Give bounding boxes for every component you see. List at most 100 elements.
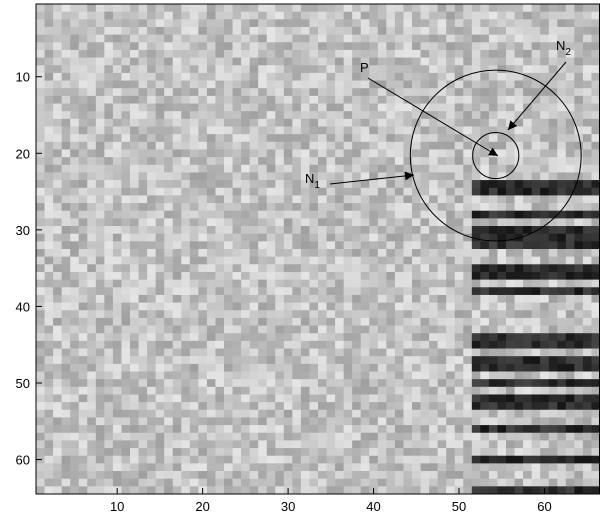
noise-pixel xyxy=(173,96,182,104)
noise-pixel xyxy=(583,172,592,180)
x-tick-label: 10 xyxy=(110,499,124,514)
noise-pixel xyxy=(506,149,515,157)
noise-pixel xyxy=(309,326,318,334)
noise-pixel xyxy=(446,203,455,211)
noise-pixel xyxy=(62,111,71,119)
noise-pixel xyxy=(215,471,224,479)
noise-pixel xyxy=(378,318,387,326)
noise-pixel xyxy=(147,402,156,410)
noise-pixel xyxy=(472,203,481,211)
noise-pixel xyxy=(207,42,216,50)
noise-pixel xyxy=(96,417,105,425)
noise-pixel xyxy=(429,218,438,226)
noise-pixel xyxy=(344,73,353,81)
noise-pixel xyxy=(181,35,190,43)
noise-pixel xyxy=(215,303,224,311)
noise-pixel xyxy=(164,387,173,395)
noise-pixel xyxy=(480,180,489,188)
noise-pixel xyxy=(113,180,122,188)
noise-pixel xyxy=(147,486,156,494)
noise-pixel xyxy=(190,448,199,456)
noise-pixel xyxy=(327,27,336,35)
noise-pixel xyxy=(446,35,455,43)
noise-pixel xyxy=(62,471,71,479)
noise-pixel xyxy=(267,280,276,288)
noise-pixel xyxy=(583,387,592,395)
noise-pixel xyxy=(215,96,224,104)
noise-pixel xyxy=(62,65,71,73)
noise-pixel xyxy=(412,280,421,288)
noise-pixel xyxy=(403,303,412,311)
noise-pixel xyxy=(301,310,310,318)
noise-pixel xyxy=(241,303,250,311)
noise-pixel xyxy=(130,88,139,96)
noise-pixel xyxy=(497,402,506,410)
noise-pixel xyxy=(53,303,62,311)
noise-pixel xyxy=(215,280,224,288)
noise-pixel xyxy=(472,249,481,257)
noise-pixel xyxy=(412,387,421,395)
noise-pixel xyxy=(361,417,370,425)
noise-pixel xyxy=(566,104,575,112)
noise-pixel xyxy=(429,234,438,242)
noise-pixel xyxy=(591,119,600,127)
noise-pixel xyxy=(480,287,489,295)
noise-pixel xyxy=(53,157,62,165)
noise-pixel xyxy=(130,142,139,150)
noise-pixel xyxy=(284,425,293,433)
noise-pixel xyxy=(70,440,79,448)
noise-pixel xyxy=(284,195,293,203)
noise-pixel xyxy=(497,471,506,479)
noise-pixel xyxy=(198,19,207,27)
noise-pixel xyxy=(301,4,310,12)
noise-pixel xyxy=(523,440,532,448)
noise-pixel xyxy=(301,272,310,280)
noise-pixel xyxy=(549,479,558,487)
noise-pixel xyxy=(489,356,498,364)
noise-pixel xyxy=(497,257,506,265)
noise-pixel xyxy=(438,104,447,112)
noise-pixel xyxy=(147,448,156,456)
noise-pixel xyxy=(446,364,455,372)
noise-pixel xyxy=(53,349,62,357)
noise-pixel xyxy=(121,234,130,242)
noise-pixel xyxy=(267,149,276,157)
noise-pixel xyxy=(318,318,327,326)
noise-pixel xyxy=(395,341,404,349)
noise-pixel xyxy=(403,81,412,89)
noise-pixel xyxy=(480,264,489,272)
noise-pixel xyxy=(532,356,541,364)
noise-pixel xyxy=(70,218,79,226)
noise-pixel xyxy=(267,394,276,402)
noise-pixel xyxy=(395,486,404,494)
noise-pixel xyxy=(215,165,224,173)
noise-pixel xyxy=(455,425,464,433)
noise-pixel xyxy=(190,119,199,127)
noise-pixel xyxy=(515,417,524,425)
noise-pixel xyxy=(275,257,284,265)
noise-pixel xyxy=(549,111,558,119)
noise-pixel xyxy=(36,333,45,341)
noise-pixel xyxy=(318,234,327,242)
noise-pixel xyxy=(455,287,464,295)
noise-pixel xyxy=(139,172,148,180)
noise-pixel xyxy=(318,195,327,203)
noise-pixel xyxy=(497,433,506,441)
noise-pixel xyxy=(275,42,284,50)
noise-pixel xyxy=(181,394,190,402)
noise-pixel xyxy=(139,188,148,196)
noise-pixel xyxy=(121,417,130,425)
noise-pixel xyxy=(62,88,71,96)
noise-pixel xyxy=(395,241,404,249)
noise-pixel xyxy=(489,272,498,280)
noise-pixel xyxy=(275,379,284,387)
noise-pixel xyxy=(139,364,148,372)
noise-pixel xyxy=(489,119,498,127)
noise-pixel xyxy=(113,448,122,456)
noise-pixel xyxy=(258,249,267,257)
noise-pixel xyxy=(207,410,216,418)
noise-pixel xyxy=(233,333,242,341)
noise-pixel xyxy=(104,417,113,425)
noise-pixel xyxy=(378,249,387,257)
noise-pixel xyxy=(540,157,549,165)
